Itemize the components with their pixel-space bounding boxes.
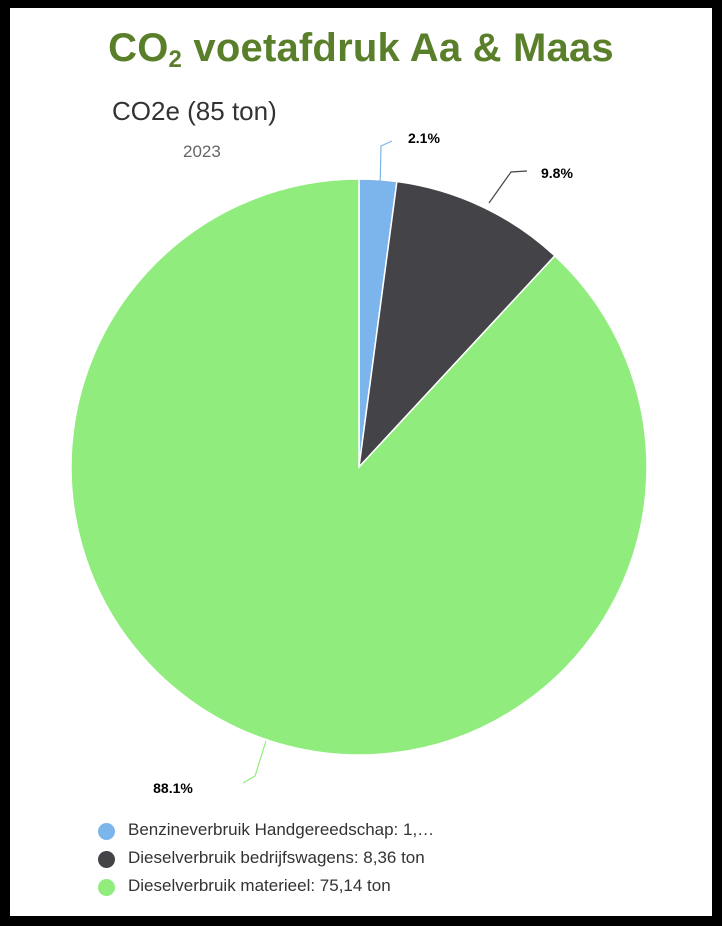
title-suffix: voetafdruk Aa & Maas <box>182 26 614 70</box>
data-label-1: 9.8% <box>541 165 573 181</box>
chart-title: CO2e (85 ton) <box>112 96 277 126</box>
chart-card: CO2 voetafdruk Aa & Maas CO2e (85 ton) 2… <box>10 8 712 916</box>
pie-chart: 2.1% 9.8% 88.1% <box>70 130 648 796</box>
page-title: CO2 voetafdruk Aa & Maas <box>10 26 712 74</box>
legend-marker <box>98 823 115 840</box>
data-label-connector-0 <box>379 140 393 191</box>
legend-label: Dieselverbruik bedrijfswagens: 8,36 ton <box>128 848 425 867</box>
legend-label: Benzineverbruik Handgereedschap: 1,… <box>128 820 435 839</box>
title-prefix: CO <box>108 26 169 70</box>
data-label-2: 88.1% <box>153 780 193 796</box>
legend-label: Dieselverbruik materieel: 75,14 ton <box>128 876 391 895</box>
legend-marker <box>98 879 115 896</box>
legend-marker <box>98 851 115 868</box>
data-label-connector-1 <box>488 170 528 204</box>
data-label-0: 2.1% <box>408 130 440 146</box>
pie-slice-1[interactable] <box>357 180 556 470</box>
title-subscript: 2 <box>168 46 183 73</box>
data-label-connector-2 <box>242 740 267 784</box>
chart-subtitle: 2023 <box>183 142 221 161</box>
pie-slice-2[interactable] <box>70 178 648 756</box>
